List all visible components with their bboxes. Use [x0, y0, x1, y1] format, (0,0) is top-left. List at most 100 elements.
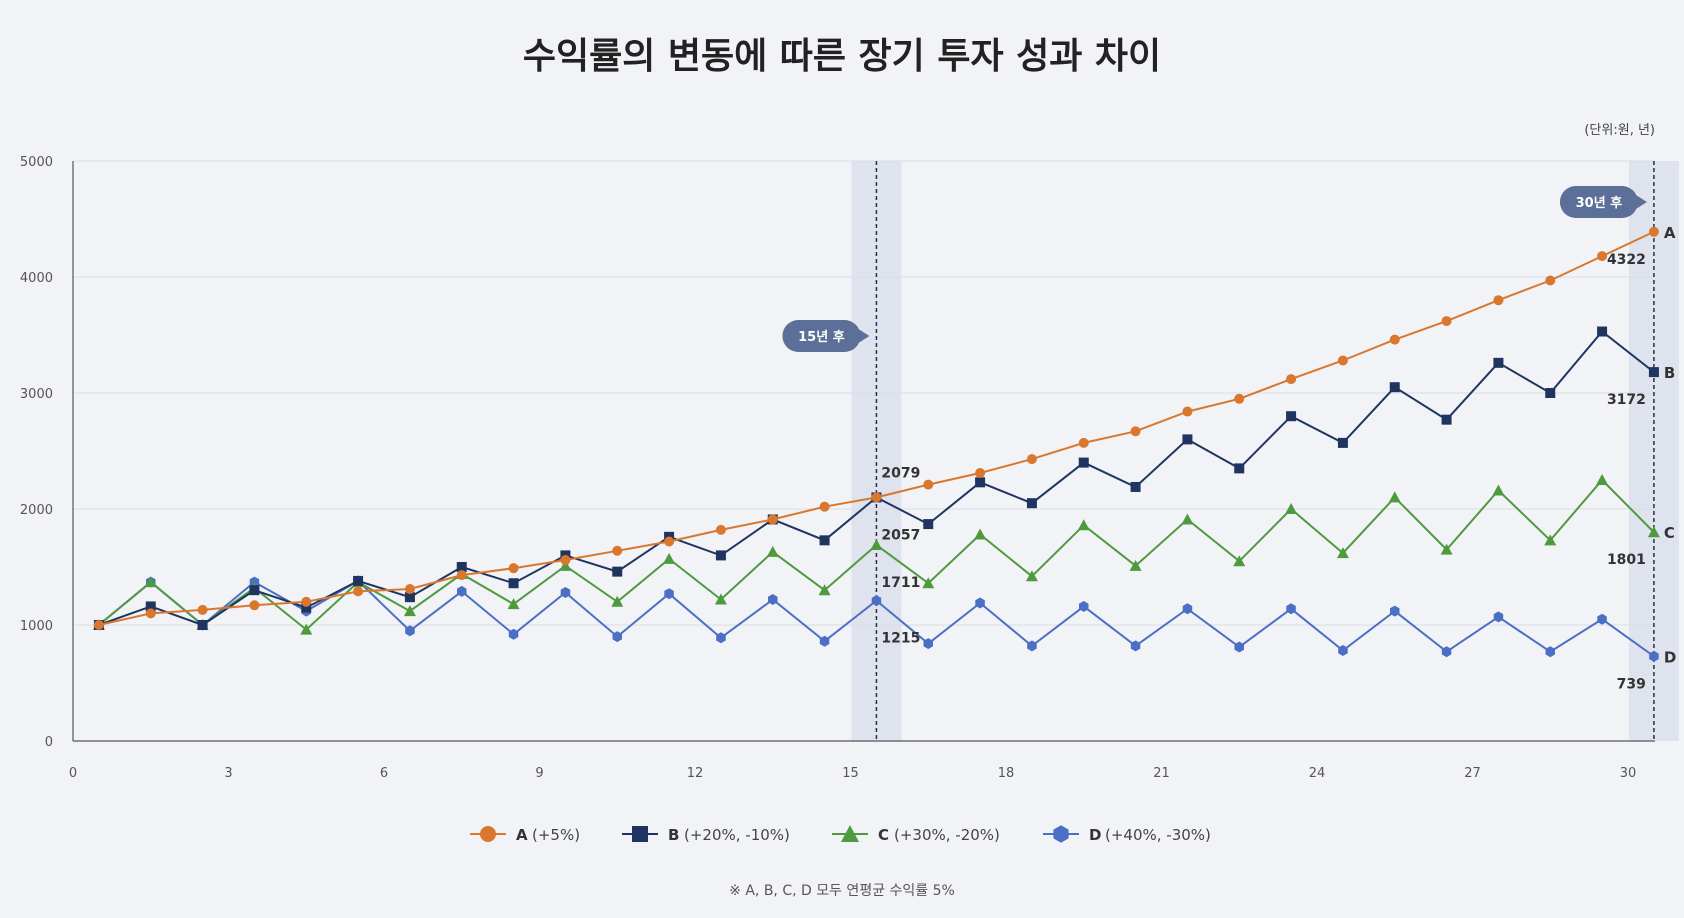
data-point — [923, 479, 934, 490]
y-tick-label: 2000 — [20, 503, 53, 518]
legend-marker — [1053, 825, 1069, 843]
data-point — [1026, 498, 1037, 509]
data-point — [1130, 481, 1141, 492]
x-tick-label: 3 — [224, 766, 232, 781]
legend-item: D (+40%, -30%) — [1043, 825, 1211, 844]
data-point — [197, 620, 208, 630]
data-point — [1079, 600, 1089, 612]
data-point — [559, 559, 572, 571]
data-point — [819, 501, 830, 512]
data-point — [923, 519, 934, 530]
x-tick-label: 9 — [535, 766, 543, 781]
data-point — [818, 584, 831, 596]
data-point — [403, 605, 416, 617]
data-point — [715, 524, 726, 535]
data-point — [975, 477, 986, 488]
data-point — [1440, 543, 1453, 555]
legend-name: C — [878, 826, 889, 844]
data-label: 2057 — [881, 527, 920, 543]
data-point — [457, 585, 467, 597]
data-point — [1492, 484, 1505, 496]
data-point — [144, 576, 157, 588]
data-point — [1596, 474, 1609, 485]
data-point — [1286, 603, 1296, 615]
series-end-label: A — [1664, 224, 1676, 242]
data-point — [1286, 374, 1297, 385]
data-point — [1545, 646, 1555, 658]
data-point — [1337, 355, 1348, 366]
data-point — [1441, 414, 1452, 425]
data-point — [1597, 613, 1607, 625]
data-point — [1182, 434, 1193, 445]
data-point — [145, 608, 156, 619]
data-point — [301, 602, 312, 613]
data-point — [1338, 645, 1348, 656]
data-point — [1336, 547, 1349, 559]
data-point — [1441, 646, 1452, 658]
callout-label: 30년 후 — [1576, 195, 1623, 211]
legend-marker — [841, 825, 859, 842]
data-point — [93, 620, 104, 630]
data-point — [975, 468, 986, 479]
legend-name: A — [516, 826, 528, 844]
series-end-label: C — [1664, 524, 1675, 542]
legend-desc: (+30%, -20%) — [894, 826, 1000, 844]
data-point — [1233, 555, 1246, 567]
data-label: 1801 — [1607, 552, 1646, 568]
data-point — [560, 587, 571, 598]
y-tick-label: 4000 — [20, 271, 53, 286]
data-point — [1181, 513, 1194, 525]
data-point — [456, 562, 467, 572]
data-point — [1182, 603, 1193, 615]
series-end-label: D — [1664, 648, 1676, 666]
legend-desc: (+5%) — [532, 826, 580, 844]
callout-badge: 15년 후 — [782, 320, 870, 352]
x-tick-label: 18 — [998, 766, 1015, 781]
legend-name: D — [1089, 826, 1101, 844]
data-point — [1286, 411, 1297, 422]
y-tick-label: 3000 — [20, 387, 53, 402]
data-point — [197, 604, 208, 615]
data-point — [871, 492, 882, 503]
callout-bubble — [782, 320, 861, 352]
data-point — [1130, 640, 1141, 652]
legend-marker — [480, 826, 496, 842]
data-point — [1597, 326, 1608, 337]
callout-label: 15년 후 — [798, 329, 845, 345]
series-end-label: B — [1664, 364, 1675, 382]
data-point — [923, 638, 933, 650]
data-point — [1078, 457, 1089, 468]
callout-badge: 30년 후 — [1559, 186, 1647, 218]
legend-item: A (+5%) — [470, 826, 580, 844]
chart-title: 수익률의 변동에 따른 장기 투자 성과 차이 — [523, 36, 1161, 77]
data-point — [1234, 463, 1245, 474]
data-point — [1027, 640, 1037, 652]
data-label: 2079 — [881, 465, 920, 481]
data-label: 1711 — [881, 575, 920, 591]
legend-marker — [632, 826, 648, 842]
data-point — [974, 528, 987, 540]
data-point — [768, 594, 778, 605]
data-point — [456, 570, 467, 581]
data-point — [1077, 519, 1090, 531]
data-point — [611, 595, 624, 607]
data-point — [714, 593, 727, 605]
data-point — [612, 566, 623, 577]
data-point — [300, 623, 313, 635]
callout-pointer — [858, 329, 870, 343]
x-tick-label: 24 — [1309, 766, 1326, 781]
data-point — [1648, 226, 1659, 237]
data-point — [353, 586, 364, 597]
data-point — [716, 632, 726, 644]
data-point — [1285, 503, 1298, 514]
data-point — [1649, 650, 1659, 662]
data-point — [1234, 393, 1245, 404]
legend-item: C (+30%, -20%) — [832, 825, 1000, 844]
data-point — [664, 536, 675, 547]
data-point — [508, 628, 519, 640]
data-point — [1337, 437, 1348, 448]
data-point — [1078, 437, 1089, 448]
data-point — [819, 535, 830, 546]
data-point — [870, 538, 883, 550]
